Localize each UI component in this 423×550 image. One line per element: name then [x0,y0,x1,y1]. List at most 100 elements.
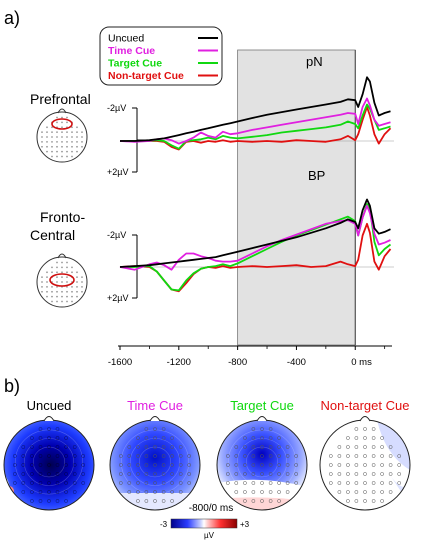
topomap-electrode [268,490,273,494]
topomap-electrode [251,481,256,485]
topomap-electrode [64,481,68,485]
topomap-contour [32,446,66,478]
electrode-dot [56,295,58,298]
electrode-dot [61,136,63,138]
topomap-electrode [388,481,393,485]
topomap-electrode [234,463,239,467]
electrode-dot [46,150,48,153]
topomap-electrode [81,481,86,485]
trace-fronto-central-uncued [119,198,391,268]
topomap-electrode [178,445,183,449]
topomap-electrode [72,481,77,485]
topomap-electrode [243,481,247,485]
topomap-electrode [30,436,34,440]
topomap-electrode [251,499,256,503]
electrode-dot [66,295,68,298]
topomap-electrode [285,490,290,494]
topomap-electrode [380,454,384,458]
topomap-electrode [127,490,132,494]
electrode-dot [51,271,53,274]
electrode-dot [56,136,58,138]
topomap-electrode [354,436,359,440]
topomap-electrode [225,472,230,476]
electrode-cluster-highlight [51,118,73,130]
electrode-dot [46,131,48,134]
electrode-dot [46,141,48,143]
topomap-electrode [225,481,230,485]
topomap-electrode [161,436,166,440]
topomap-electrode [243,499,247,503]
topomap-electrode [251,454,256,458]
topomap-title: Target Cue [230,398,294,413]
topomap-electrode [55,454,60,458]
topomap-electrode [354,490,359,494]
topomap-electrode [161,481,166,485]
topomap-electrode [371,436,376,440]
topomap-electrode [251,472,256,476]
electrode-dot [56,271,58,274]
topomap-electrode [47,499,51,503]
topomap-window-label: -800/0 ms [189,503,233,514]
topomap-electrode [153,463,157,467]
y-tick-minus-2uv: -2µV [107,230,126,240]
topomap-electrode [380,463,384,467]
topomap-electrode [337,490,342,494]
topomap-field [110,420,200,510]
electrode-dot [66,136,68,138]
topomap-electrode [346,463,350,467]
topomap-contour [120,429,190,495]
electrode-dot [61,145,63,148]
topomap-electrode [21,454,26,458]
electrode-dot [76,271,78,274]
topomap-electrode [277,436,281,440]
topomap-electrode [30,499,34,503]
topomap-electrode [118,463,123,467]
electrode-dot [41,286,43,288]
topomap-electrode [277,499,281,503]
topomap-electrode [346,472,350,476]
topomap-contour [129,438,181,486]
colorbar-gradient [170,518,238,529]
topomap-electrode [397,472,402,476]
topomap-electrode [153,427,157,431]
topomap-electrode [47,454,51,458]
topomap-electrode [260,427,264,431]
topomap-electrode [118,481,123,485]
electrode-dot [46,295,48,298]
topomap-electrode [346,481,350,485]
topomap-electrode [225,463,230,467]
x-tick-label: -1600 [108,357,132,368]
topomap-electrode [30,445,34,449]
topomap-electrode [268,499,273,503]
electrode-dot [81,131,83,134]
electrode-dot [71,145,73,148]
topomap-electrode [294,454,299,458]
topomap-electrode [363,436,367,440]
topomap-electrode [388,490,393,494]
topomap-electrode [64,463,68,467]
electrode-dot [66,150,68,153]
electrode-dot [56,145,58,148]
topomap-electrode [260,445,264,449]
topomap-electrode [38,481,43,485]
region-label-fronto-central-line2: Central [30,227,75,243]
topomap-electrode [187,454,192,458]
electrode-dot [61,150,63,153]
electrode-dot [66,141,68,143]
topomap-non-target-cue: Non-target Cue [319,398,411,511]
topomap-time-cue: Time Cue [109,398,201,511]
analysis-window-shade [237,49,356,346]
topomap-electrode [144,427,149,431]
topomap-electrode [337,472,342,476]
topomap-electrode [346,454,350,458]
electrode-dot [76,276,78,278]
topomap-contour [14,429,84,495]
topomap-contour [245,446,279,478]
topomap-electrode [12,472,17,476]
electrode-dot [66,121,68,124]
electrode-dot [66,281,68,283]
topomap-electrode [260,454,264,458]
topomap-electrode [363,472,367,476]
topomap-electrode [81,463,86,467]
